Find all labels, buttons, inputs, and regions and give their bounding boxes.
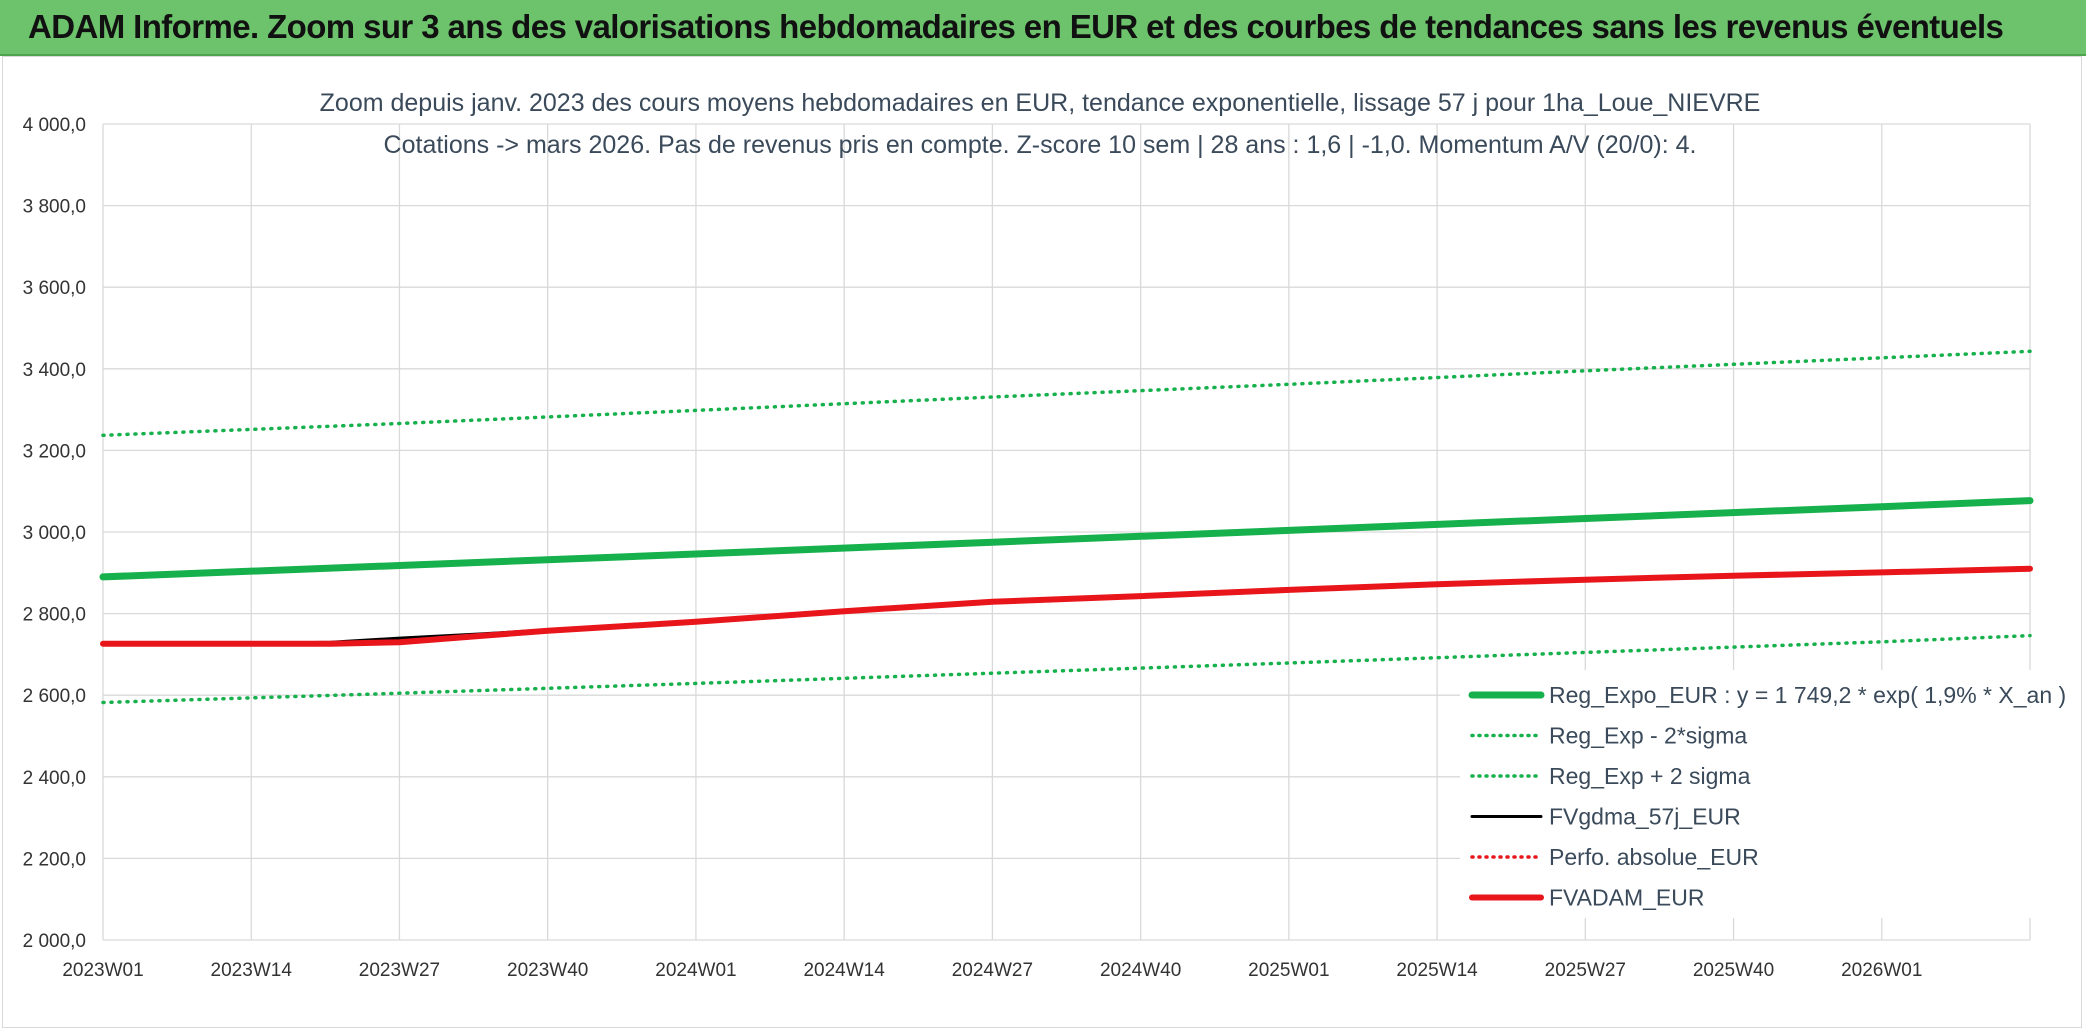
chart-title: Zoom depuis janv. 2023 des cours moyens … <box>320 89 1761 117</box>
legend-label: Reg_Expo_EUR : y = 1 749,2 * exp( 1,9% *… <box>1549 682 2066 708</box>
legend: Reg_Expo_EUR : y = 1 749,2 * exp( 1,9% *… <box>1468 682 2066 911</box>
x-tick-label: 2023W14 <box>211 960 293 981</box>
y-tick-label: 3 600,0 <box>23 278 86 299</box>
y-tick-label: 2 000,0 <box>23 931 86 952</box>
y-tick-label: 3 400,0 <box>23 360 86 381</box>
y-tick-label: 3 200,0 <box>23 441 86 462</box>
x-tick-label: 2024W01 <box>655 960 736 981</box>
x-tick-label: 2025W40 <box>1693 960 1774 981</box>
y-tick-label: 3 000,0 <box>23 523 86 544</box>
header-bar: ADAM Informe. Zoom sur 3 ans des valoris… <box>0 0 2086 56</box>
x-tick-label: 2023W01 <box>62 960 143 981</box>
grid: 2 000,0 2 200,0 2 400,0 2 600,0 2 800,0 3 000… <box>23 115 2031 981</box>
x-tick-label: 2025W27 <box>1545 960 1626 981</box>
y-tick-label: 2 800,0 <box>23 605 86 626</box>
y-tick-label: 2 400,0 <box>23 768 86 789</box>
legend-background <box>1460 670 2042 918</box>
series-line-0 <box>99 497 2034 581</box>
y-tick-label: 3 800,0 <box>23 197 86 218</box>
series-line-2 <box>101 349 2032 438</box>
chart-subtitle: Cotations -> mars 2026. Pas de revenus p… <box>384 131 1697 159</box>
x-tick-label: 2026W01 <box>1841 960 1922 981</box>
legend-label: Reg_Exp - 2*sigma <box>1549 723 1747 749</box>
y-tick-label: 4 000,0 <box>23 115 86 136</box>
legend-label: Reg_Exp + 2 sigma <box>1549 763 1751 789</box>
series-line-3 <box>101 567 2032 646</box>
x-tick-label: 2025W01 <box>1248 960 1329 981</box>
legend-label: Perfo. absolue_EUR <box>1549 844 1759 870</box>
series-layer <box>99 349 2034 705</box>
series-line-5 <box>100 565 2033 647</box>
title-background <box>323 83 1759 169</box>
x-tick-label: 2024W27 <box>952 960 1033 981</box>
y-tick-label: 2 200,0 <box>23 849 86 870</box>
series-line-1 <box>101 633 2032 705</box>
x-tick-label: 2024W40 <box>1100 960 1181 981</box>
legend-label: FVADAM_EUR <box>1549 885 1705 911</box>
x-tick-label: 2024W14 <box>803 960 885 981</box>
page-title: ADAM Informe. Zoom sur 3 ans des valoris… <box>28 8 2004 45</box>
x-tick-label: 2023W40 <box>507 960 588 981</box>
legend-label: FVgdma_57j_EUR <box>1549 804 1741 830</box>
x-tick-label: 2025W14 <box>1396 960 1478 981</box>
x-tick-label: 2023W27 <box>359 960 440 981</box>
y-tick-label: 2 600,0 <box>23 686 86 707</box>
chart-frame <box>2 56 2082 1028</box>
